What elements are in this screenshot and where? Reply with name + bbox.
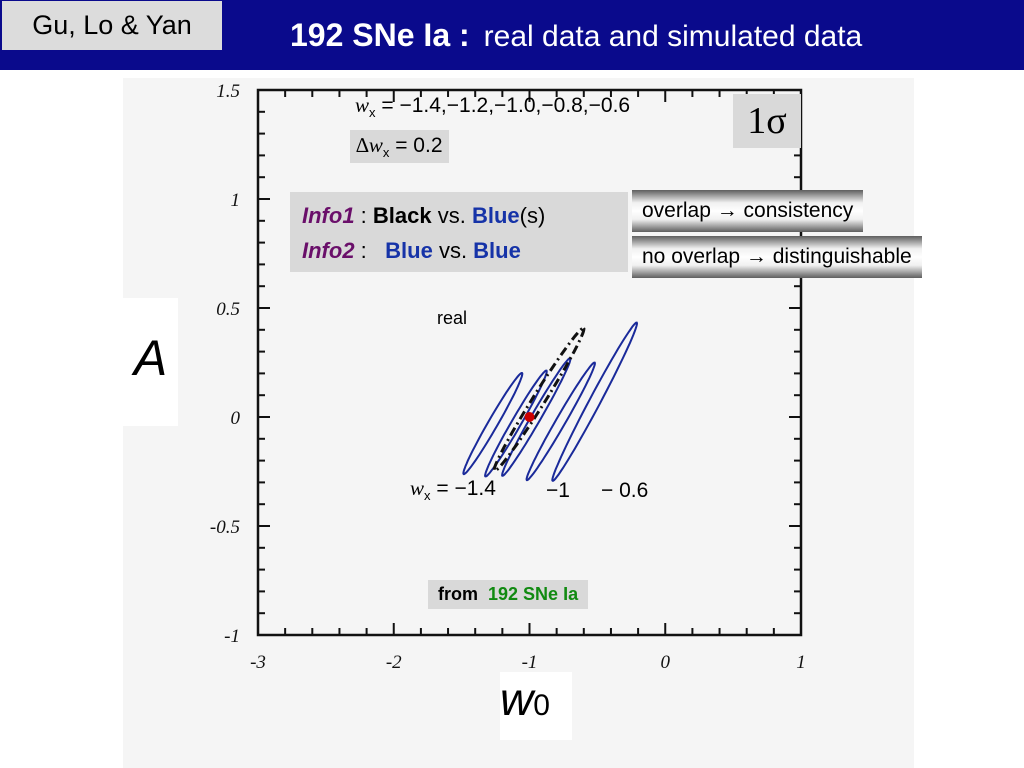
x-axis-label-sub: 0 [533,689,550,722]
y-tick-label: 1.5 [216,81,240,102]
delta-wx-value: = 0.2 [395,134,443,157]
x-tick-label: 1 [796,652,806,673]
simulated-contour [484,369,548,478]
x-tick-label: -2 [386,652,402,673]
header-bar: Gu, Lo & Yan 192 SNe Ia : real data and s… [0,0,1024,70]
delta-wx-symbol: ∆w [356,133,383,157]
overlap-note: overlap → consistency [632,190,864,232]
simulated-contour [501,357,572,477]
simulated-contour [551,321,639,482]
info1-sep: : [354,203,373,228]
y-tick-label: 0 [231,408,241,429]
x-axis-label-main: w [500,673,534,725]
info-box: Info1 : Black vs. Blue(s) Info2 : Blue v… [290,192,628,272]
simulated-contour [525,361,596,482]
slide-title-light: real data and simulated data [483,20,863,53]
info1-blue: Blue [471,203,520,228]
info1-label: Info1 [302,203,355,228]
info2-label: Info2 [302,238,355,263]
from-value: 192 SNe Ia [488,584,579,604]
plot-frame [256,88,803,637]
author-label: Gu, Lo & Yan [2,1,222,50]
wx-bottom-value: = −1.4 [436,477,496,500]
wx-bottom-right-label: − 0.6 [601,479,649,502]
no-overlap-note: no overlap → distinguishable [632,236,922,278]
info2-line: Info2 : Blue vs. Blue [302,233,628,268]
x-axis-label: w0 [500,672,572,740]
y-tick-label: -1 [224,626,240,647]
info2-vs: vs. [432,238,474,263]
from-label: from [438,584,478,604]
slide-title: 192 SNe Ia : real data and simulated data [290,0,862,70]
sigma-label: 1σ [733,94,801,148]
x-tick-label: 0 [661,652,671,673]
info1-line: Info1 : Black vs. Blue(s) [302,198,628,233]
wx-bottom-symbol: w [410,476,425,500]
wx-bottom-mid-label: −1 [546,479,570,502]
x-tick-label: -1 [522,652,538,673]
slide-title-strong: 192 SNe Ia : [290,17,470,53]
data-source-box: from 192 SNe Ia [428,580,589,609]
info1-vs: vs. [431,203,472,228]
y-tick-label: 0.5 [216,299,240,320]
y-tick-label: -0.5 [210,517,240,538]
info2-blue-b: Blue [473,238,521,263]
delta-wx-subscript: x [382,145,390,161]
wx-bottom-label: wx = −1.4 [410,476,496,503]
wx-values-label: wx = −1.4,−1.2,−1.0,−0.8,−0.6 [355,93,630,120]
real-contour-label: real [437,308,468,328]
x-tick-label: -3 [250,652,266,673]
info1-suffix: (s) [519,203,546,228]
simulated-contour [462,372,524,476]
wx-symbol: w [355,93,370,117]
fiducial-point [524,412,535,422]
wx-value-list: = −1.4,−1.2,−1.0,−0.8,−0.6 [381,94,631,117]
info2-sep: : [354,238,373,263]
y-axis-label: A [123,298,178,426]
delta-wx-box: ∆wx = 0.2 [350,130,449,164]
real-contour [492,326,586,473]
info1-black: Black [372,203,432,228]
info2-blue-a: Blue [385,238,433,263]
wx-subscript: x [369,105,376,121]
wx-bottom-subscript: x [424,488,431,504]
y-tick-label: 1 [231,190,241,211]
